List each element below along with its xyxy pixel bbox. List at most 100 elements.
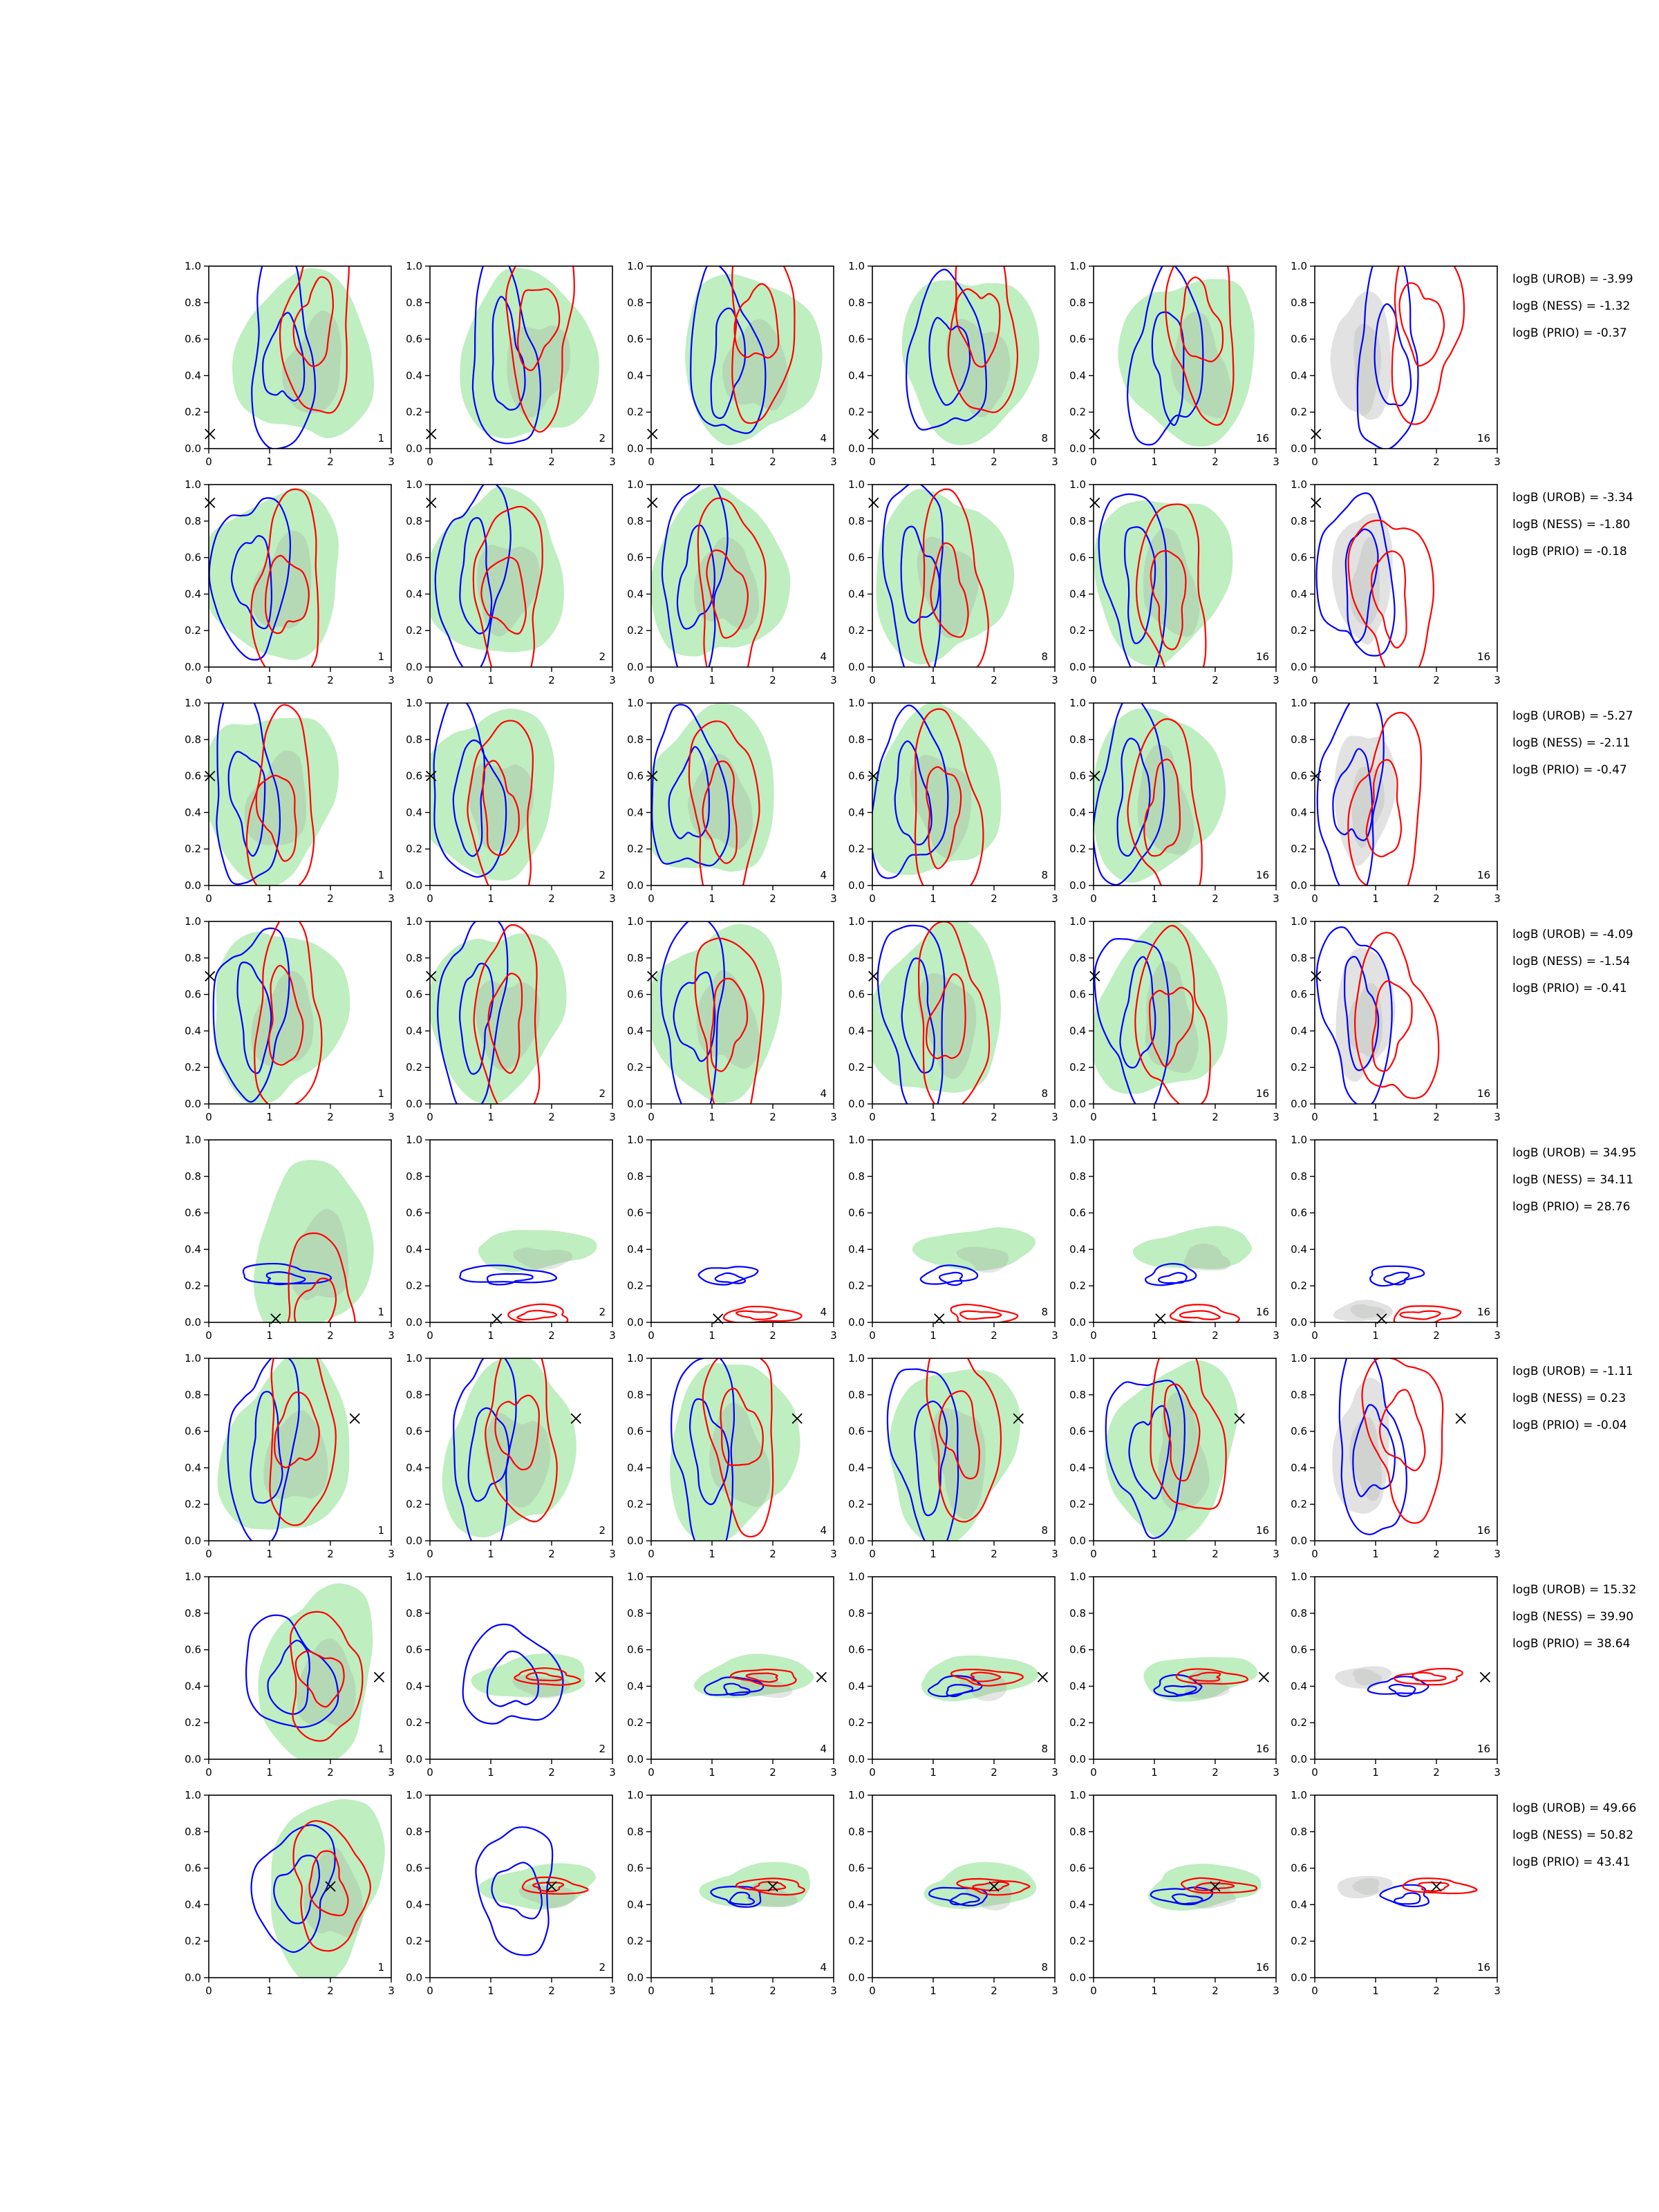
- contour-a-inner: [1163, 1685, 1197, 1696]
- y-tick-label: 1.0: [1291, 1352, 1307, 1365]
- y-tick-label: 0.6: [406, 552, 422, 564]
- contour-b-inner: [494, 1394, 540, 1471]
- y-tick-label: 0.6: [848, 1644, 865, 1656]
- prior-core: [946, 319, 1011, 418]
- y-tick-label: 0.4: [406, 369, 422, 382]
- x-tick-label: 1: [487, 674, 494, 686]
- y-tick-label: 1.0: [627, 697, 644, 709]
- panel: 0 1 2 30.00.20.40.60.81.02: [406, 260, 616, 468]
- y-tick-label: 0.8: [1069, 952, 1086, 964]
- y-tick-label: 0.6: [1069, 1862, 1086, 1875]
- contour-a-inner: [928, 317, 971, 406]
- true-value-marker: [205, 971, 216, 982]
- logb-annotation: logB (UROB) = 34.95: [1512, 1146, 1636, 1160]
- y-tick-label: 0.2: [185, 624, 201, 637]
- y-tick-label: 0.8: [1069, 733, 1086, 746]
- y-tick-label: 0.8: [406, 952, 422, 964]
- y-tick-label: 0.0: [185, 879, 201, 892]
- y-tick-label: 0.2: [1069, 1280, 1086, 1292]
- contour-a-outer: [462, 1623, 564, 1725]
- prior-region: [876, 489, 1015, 664]
- contour-b-inner: [1188, 1671, 1221, 1683]
- y-tick-label: 0.6: [1291, 552, 1307, 564]
- x-tick-label: 2: [1433, 1766, 1440, 1779]
- x-tick-label: 0: [648, 456, 655, 468]
- true-value-marker: [868, 971, 879, 982]
- axes-frame: [429, 921, 613, 1105]
- panel-label: 16: [1256, 1743, 1269, 1755]
- contour-b-inner: [255, 774, 297, 862]
- y-tick-label: 0.8: [185, 952, 201, 964]
- y-tick-label: 0.4: [848, 806, 865, 818]
- y-tick-label: 0.6: [627, 1425, 644, 1438]
- y-tick-label: 1.0: [406, 260, 422, 272]
- y-tick-label: 0.0: [627, 1316, 644, 1329]
- x-tick-label: 3: [1494, 1985, 1501, 1997]
- contour-a-inner: [262, 312, 306, 402]
- y-tick-label: 0.0: [1069, 1098, 1086, 1110]
- contour-b-outer: [292, 1820, 371, 1952]
- panel: 0 1 2 3 0.0 0.2 0.4 0.6 0.8 1.0 1: [185, 1789, 395, 1997]
- y-tick-label: 0.8: [1291, 1826, 1307, 1838]
- true-value-marker: [647, 770, 658, 782]
- y-tick-label: 0.6: [848, 770, 865, 782]
- contour-b-outer: [1347, 519, 1434, 667]
- x-tick-label: 0: [648, 1548, 655, 1560]
- y-tick-label: 0.0: [185, 661, 201, 673]
- logb-annotation: logB (PRIO) = -0.18: [1512, 545, 1627, 559]
- panel: 0 1 2 3 0.0 0.2 0.4 0.6 0.8 1.0 8: [848, 697, 1058, 905]
- x-tick-label: 1: [1151, 1766, 1158, 1779]
- contour-a-outer: [459, 1264, 558, 1284]
- x-tick-label: 3: [388, 1766, 395, 1779]
- contour-b-outer: [472, 505, 543, 667]
- x-tick-label: 3: [1051, 456, 1058, 468]
- panel-label: 2: [599, 869, 606, 881]
- contour-b-outer: [917, 921, 991, 1104]
- y-tick-label: 0.0: [848, 442, 865, 455]
- panel: 0 1 2 30.00.20.40.60.81.02: [406, 915, 616, 1123]
- x-tick-label: 0: [1311, 1111, 1318, 1123]
- axes-frame: [872, 1358, 1056, 1541]
- contour-a-inner: [1171, 1893, 1203, 1905]
- y-tick-label: 0.6: [406, 988, 422, 1001]
- contour-a-outer: [661, 485, 729, 667]
- y-tick-label: 0.4: [1069, 1680, 1086, 1692]
- y-tick-label: 0.0: [1069, 442, 1086, 455]
- logb-annotation: logB (PRIO) = -0.04: [1512, 1418, 1627, 1432]
- y-tick-label: 1.0: [1291, 915, 1307, 928]
- y-tick-label: 0.2: [1069, 843, 1086, 855]
- y-tick-label: 0.0: [185, 1098, 201, 1110]
- contour-a-outer: [690, 266, 767, 434]
- y-tick-label: 0.0: [1291, 442, 1307, 455]
- y-tick-label: 1.0: [848, 478, 865, 491]
- y-tick-label: 0.8: [848, 1826, 865, 1838]
- grey-core: [1353, 323, 1382, 416]
- y-tick-label: 0.2: [627, 1280, 644, 1292]
- prior-core: [917, 536, 979, 638]
- prior-core: [252, 530, 312, 629]
- contour-b-outer: [514, 1667, 581, 1686]
- contour-a-outer: [245, 1614, 339, 1728]
- panel: 0 1 2 3 0.0 0.2 0.4 0.6 0.8 1.0 4: [627, 1789, 837, 1997]
- x-tick-label: 0: [427, 1766, 433, 1779]
- y-tick-label: 0.0: [406, 661, 422, 673]
- true-value-marker: [325, 1881, 336, 1892]
- y-tick-label: 0.0: [1069, 661, 1086, 673]
- panel: 0 1 2 3 0.0 0.2 0.4 0.6 0.8 1.0 16: [1069, 1571, 1280, 1779]
- y-tick-label: 0.2: [1069, 406, 1086, 418]
- y-tick-label: 1.0: [1069, 1352, 1086, 1365]
- y-tick-label: 0.2: [627, 624, 644, 637]
- y-tick-label: 1.0: [848, 1352, 865, 1365]
- y-tick-label: 1.0: [1069, 915, 1086, 928]
- x-tick-label: 2: [991, 1766, 997, 1779]
- logb-annotation: logB (UROB) = -4.09: [1512, 928, 1633, 941]
- y-tick-label: 0.6: [1069, 552, 1086, 564]
- y-tick-label: 0.2: [185, 1716, 201, 1729]
- x-tick-label: 1: [1151, 1329, 1158, 1342]
- x-tick-label: 2: [548, 1766, 555, 1779]
- axes-frame: [650, 1139, 834, 1323]
- true-value-marker: [1311, 497, 1322, 509]
- contour-b-outer: [722, 1305, 803, 1322]
- x-tick-label: 1: [266, 674, 273, 686]
- contour-a-outer: [1145, 1263, 1197, 1286]
